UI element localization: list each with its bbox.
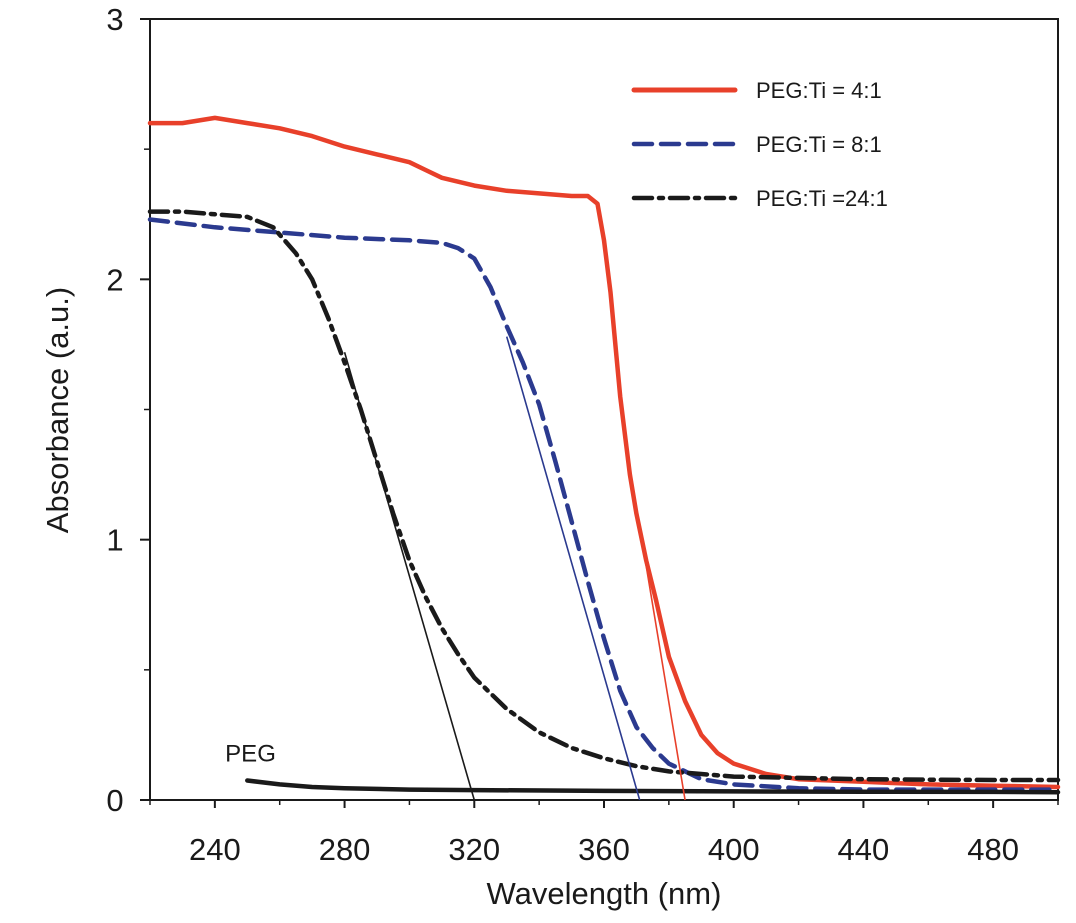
tangent-line-3 bbox=[625, 448, 686, 801]
y-tick-label: 1 bbox=[106, 523, 123, 558]
axis-ticks: 240 280 320 360 400 440 480 0 1 2 3 bbox=[106, 2, 1059, 867]
annotation-peg-label: PEG bbox=[225, 741, 276, 768]
tangent-line-2 bbox=[505, 336, 641, 801]
x-tick-label: 400 bbox=[708, 832, 760, 867]
x-tick-label: 480 bbox=[967, 832, 1019, 867]
y-tick-label: 0 bbox=[106, 783, 123, 818]
x-tick-label: 280 bbox=[319, 832, 371, 867]
y-axis-title: Absorbance (a.u.) bbox=[40, 287, 75, 533]
series-line-peg-ti-24-1 bbox=[147, 209, 1061, 783]
x-tick-label: 360 bbox=[578, 832, 630, 867]
legend-label: PEG:Ti = 4:1 bbox=[756, 78, 882, 103]
legend: PEG:Ti = 4:1 PEG:Ti = 8:1 PEG:Ti =24:1 bbox=[631, 78, 888, 211]
tangent-line-1 bbox=[343, 352, 476, 801]
series-layer bbox=[147, 115, 1061, 795]
y-tick-label: 2 bbox=[106, 262, 123, 297]
legend-label: PEG:Ti = 8:1 bbox=[756, 132, 882, 157]
series-line-peg-ti-8-1 bbox=[147, 217, 1061, 792]
legend-label: PEG:Ti =24:1 bbox=[756, 186, 888, 211]
series-line-peg-ti-4-1 bbox=[147, 115, 1061, 790]
x-tick-label: 240 bbox=[189, 832, 241, 867]
series-line-peg bbox=[245, 778, 1061, 795]
x-axis-title: Wavelength (nm) bbox=[487, 876, 722, 911]
y-tick-label: 3 bbox=[106, 2, 123, 37]
annotations: PEG bbox=[225, 741, 276, 768]
x-tick-label: 440 bbox=[838, 832, 890, 867]
x-tick-label: 320 bbox=[448, 832, 500, 867]
tangent-lines bbox=[343, 336, 686, 801]
plot-frame bbox=[149, 18, 1059, 801]
